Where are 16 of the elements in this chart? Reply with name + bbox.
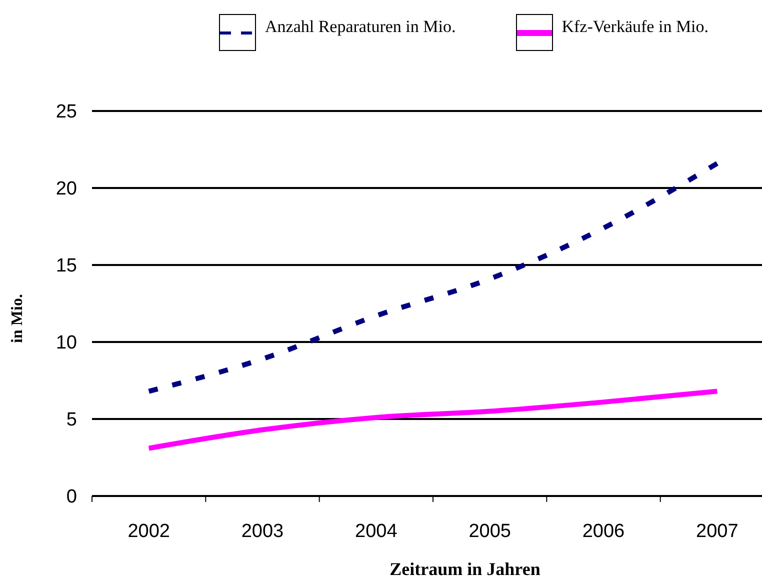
y-tick-label: 0 bbox=[66, 486, 77, 508]
y-tick-label: 15 bbox=[56, 256, 77, 277]
x-axis-title: Zeitraum in Jahren bbox=[390, 559, 540, 579]
x-tick-label: 2007 bbox=[696, 521, 738, 542]
x-tick-label: 2005 bbox=[468, 521, 511, 542]
x-tick-label: 2002 bbox=[128, 521, 170, 542]
y-axis-title: in Mio. bbox=[9, 294, 26, 343]
legend-label: Kfz-Verkäufe in Mio. bbox=[562, 17, 709, 37]
x-tick-label: 2004 bbox=[355, 521, 398, 542]
x-tick-label: 2006 bbox=[582, 521, 625, 542]
legend-label: Anzahl Reparaturen in Mio. bbox=[265, 17, 456, 37]
y-tick-label: 20 bbox=[56, 178, 77, 200]
x-tick-label: 2003 bbox=[241, 521, 284, 542]
y-tick-label: 10 bbox=[56, 332, 77, 354]
y-tick-label: 5 bbox=[66, 410, 77, 431]
y-tick-label: 25 bbox=[56, 102, 77, 123]
